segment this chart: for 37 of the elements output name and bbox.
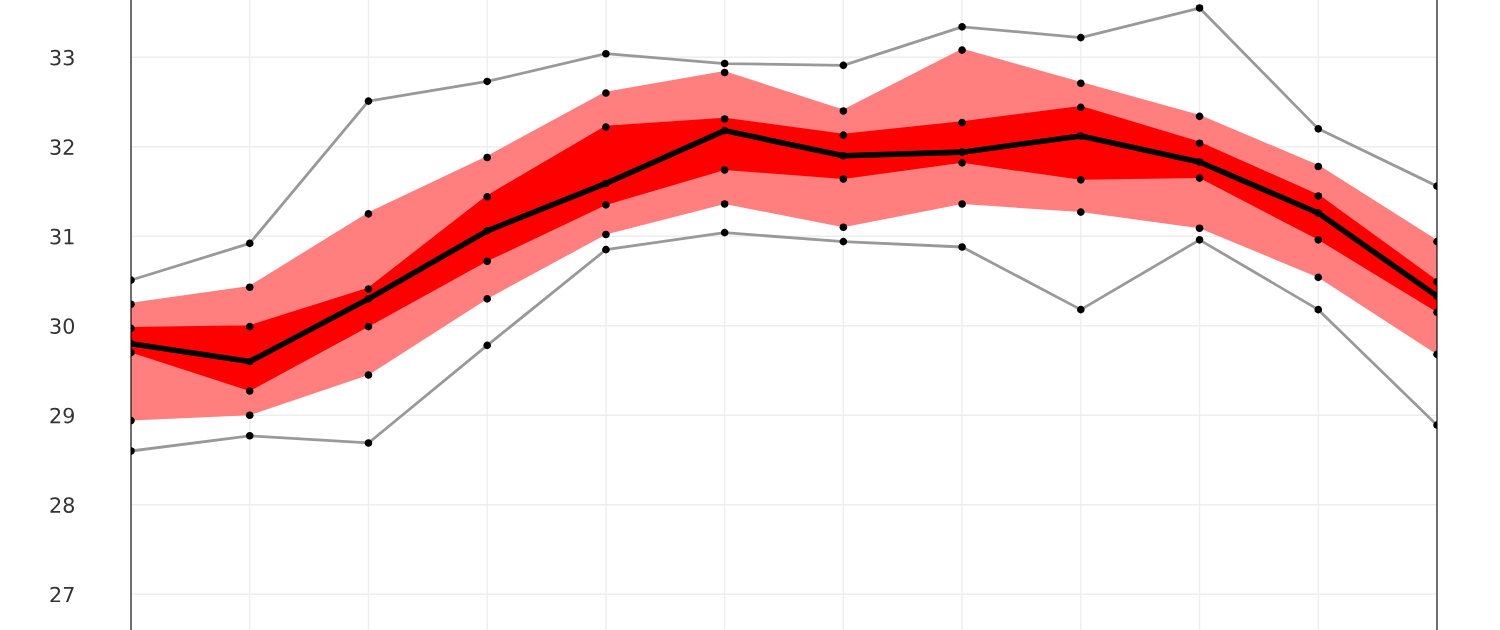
y-tick-label: 31 [50, 228, 74, 245]
point [602, 201, 610, 209]
point [720, 126, 729, 135]
point [1195, 224, 1204, 232]
y-tick-label: 29 [50, 407, 74, 424]
point [1314, 209, 1323, 217]
y-tick-label: 32 [50, 139, 74, 155]
point [839, 151, 848, 160]
point [839, 175, 848, 183]
point [364, 371, 373, 379]
point [483, 295, 491, 303]
point [958, 159, 966, 167]
point [1077, 176, 1085, 184]
point [364, 295, 373, 303]
point [245, 387, 254, 395]
y-tick-label: 28 [50, 497, 75, 513]
point [720, 166, 729, 174]
point [720, 200, 729, 208]
point [602, 230, 610, 239]
y-tick-label: 27 [50, 586, 74, 603]
point [958, 148, 966, 156]
point [483, 227, 491, 235]
point [364, 322, 373, 331]
point [1314, 236, 1323, 244]
y-tick-label: 30 [50, 318, 75, 334]
point [483, 257, 491, 266]
point [1077, 132, 1085, 140]
point [602, 179, 610, 188]
point [839, 223, 848, 232]
point [1195, 158, 1204, 166]
point [958, 200, 966, 208]
point [1314, 273, 1323, 282]
point [1195, 174, 1204, 182]
y-tick-label: 33 [50, 49, 74, 66]
point [245, 357, 254, 366]
point [245, 411, 254, 420]
point [1077, 208, 1085, 216]
